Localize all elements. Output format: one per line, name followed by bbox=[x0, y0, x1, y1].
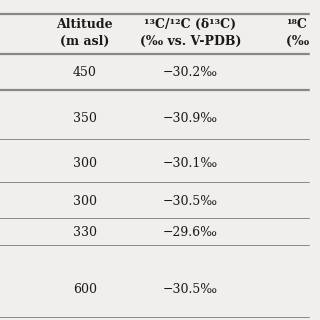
Text: (m asl): (m asl) bbox=[60, 35, 109, 48]
Text: −30.5‰: −30.5‰ bbox=[163, 283, 218, 296]
Text: (‰ vs. V-PDB): (‰ vs. V-PDB) bbox=[140, 35, 241, 48]
Text: ¹⁸C: ¹⁸C bbox=[286, 18, 307, 31]
Bar bbox=[310, 0, 320, 320]
Text: −30.2‰: −30.2‰ bbox=[163, 66, 218, 78]
Text: Altitude: Altitude bbox=[57, 18, 113, 31]
Text: ¹³C/¹²C (δ¹³C): ¹³C/¹²C (δ¹³C) bbox=[144, 18, 236, 31]
Text: −29.6‰: −29.6‰ bbox=[163, 226, 218, 238]
Text: 450: 450 bbox=[73, 66, 97, 78]
Text: 300: 300 bbox=[73, 157, 97, 170]
Text: −30.1‰: −30.1‰ bbox=[163, 157, 218, 170]
Text: 600: 600 bbox=[73, 283, 97, 296]
Text: 300: 300 bbox=[73, 195, 97, 208]
Text: (‰ v: (‰ v bbox=[286, 35, 320, 48]
Text: 350: 350 bbox=[73, 112, 97, 125]
Text: −30.9‰: −30.9‰ bbox=[163, 112, 218, 125]
Text: 330: 330 bbox=[73, 226, 97, 238]
Text: −30.5‰: −30.5‰ bbox=[163, 195, 218, 208]
